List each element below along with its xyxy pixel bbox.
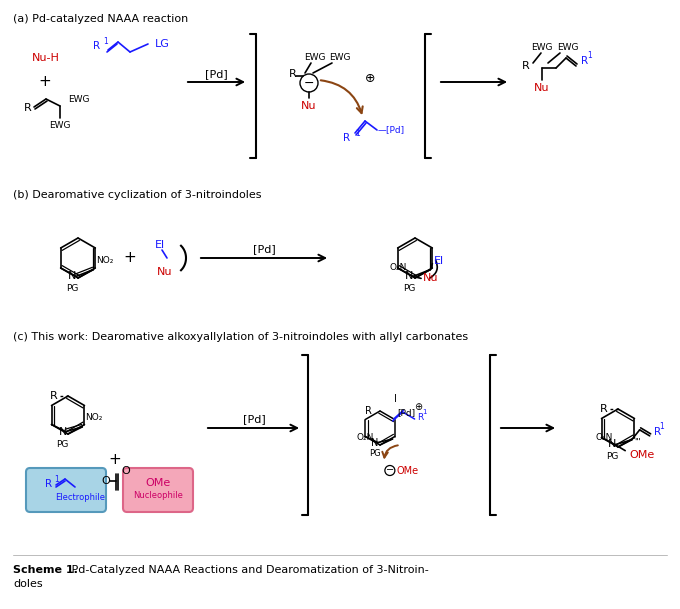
Text: ''': ''': [634, 437, 641, 446]
Text: 1: 1: [660, 423, 664, 431]
Text: (c) This work: Dearomative alkoxyallylation of 3-nitroindoles with allyl carbona: (c) This work: Dearomative alkoxyallylat…: [13, 332, 468, 342]
Text: EWG: EWG: [329, 54, 351, 63]
Text: PG: PG: [66, 284, 79, 293]
Text: R: R: [600, 404, 608, 414]
Text: N: N: [608, 439, 617, 449]
Text: +: +: [38, 74, 51, 90]
Text: R: R: [45, 479, 52, 489]
Text: —[Pd]: —[Pd]: [378, 125, 405, 135]
Text: R: R: [522, 61, 530, 71]
Text: N: N: [58, 427, 67, 437]
Text: El: El: [155, 240, 165, 250]
Text: O: O: [121, 466, 130, 476]
Text: EWG: EWG: [531, 43, 553, 52]
Text: 1: 1: [54, 474, 58, 484]
Text: PG: PG: [369, 449, 380, 458]
Text: Nu-H: Nu-H: [32, 53, 60, 63]
Text: R: R: [418, 412, 424, 421]
Text: N: N: [405, 271, 413, 281]
Text: [Pd]: [Pd]: [398, 409, 415, 418]
Text: 1: 1: [103, 37, 107, 46]
Text: −: −: [304, 77, 314, 90]
Text: Nu: Nu: [534, 83, 549, 93]
Text: [Pd]: [Pd]: [243, 414, 265, 424]
Text: R: R: [653, 427, 661, 437]
Text: R: R: [581, 56, 588, 66]
FancyArrowPatch shape: [430, 260, 437, 278]
FancyArrowPatch shape: [382, 445, 398, 457]
Text: R: R: [93, 41, 100, 51]
Text: 1: 1: [355, 128, 360, 138]
Text: Nu: Nu: [301, 101, 317, 111]
Text: (b) Dearomative cyclization of 3-nitroindoles: (b) Dearomative cyclization of 3-nitroin…: [13, 190, 262, 200]
Text: doles: doles: [13, 579, 43, 589]
Text: I: I: [394, 394, 397, 404]
Text: R: R: [289, 69, 297, 79]
Text: EWG: EWG: [68, 94, 90, 104]
Text: [Pd]: [Pd]: [253, 244, 275, 254]
Text: N: N: [371, 437, 378, 448]
Text: EWG: EWG: [304, 54, 326, 63]
Text: R: R: [50, 391, 58, 401]
Text: OMe: OMe: [146, 478, 171, 488]
Text: Nu: Nu: [423, 273, 439, 283]
Text: R: R: [343, 133, 350, 143]
Text: 1: 1: [422, 409, 427, 415]
Text: +: +: [109, 452, 121, 468]
Text: Scheme 1.: Scheme 1.: [13, 565, 78, 575]
Text: −: −: [386, 465, 394, 476]
Text: Nucleophile: Nucleophile: [133, 491, 183, 501]
Text: PG: PG: [606, 452, 619, 460]
FancyBboxPatch shape: [26, 468, 106, 512]
FancyArrowPatch shape: [321, 80, 362, 113]
Text: OMe: OMe: [629, 449, 654, 460]
Text: N: N: [68, 271, 77, 281]
Text: Nu: Nu: [157, 267, 173, 277]
Text: O₂N: O₂N: [390, 264, 407, 272]
Text: El: El: [433, 256, 443, 266]
Text: PG: PG: [403, 284, 415, 293]
Text: R: R: [365, 406, 372, 416]
Text: NO₂: NO₂: [85, 414, 103, 423]
Text: R: R: [24, 103, 32, 113]
Text: +: +: [124, 250, 137, 266]
Text: NO₂: NO₂: [97, 256, 114, 265]
Text: O₂N: O₂N: [356, 434, 374, 443]
Text: Electrophile: Electrophile: [55, 493, 105, 502]
Text: 1: 1: [587, 52, 592, 60]
Text: [Pd]: [Pd]: [205, 69, 227, 79]
Text: EWG: EWG: [557, 43, 579, 52]
Text: O: O: [101, 476, 110, 486]
Text: OMe: OMe: [397, 465, 419, 476]
Text: EWG: EWG: [49, 122, 71, 130]
Text: Pd-Catalyzed NAAA Reactions and Dearomatization of 3-Nitroin-: Pd-Catalyzed NAAA Reactions and Dearomat…: [68, 565, 429, 575]
Text: O₂N: O₂N: [596, 434, 613, 443]
Text: LG: LG: [155, 39, 170, 49]
Text: PG: PG: [56, 440, 69, 449]
Text: ⊕: ⊕: [415, 402, 423, 412]
Text: (a) Pd-catalyzed NAAA reaction: (a) Pd-catalyzed NAAA reaction: [13, 14, 188, 24]
Text: ⊕: ⊕: [364, 71, 375, 85]
FancyBboxPatch shape: [123, 468, 193, 512]
